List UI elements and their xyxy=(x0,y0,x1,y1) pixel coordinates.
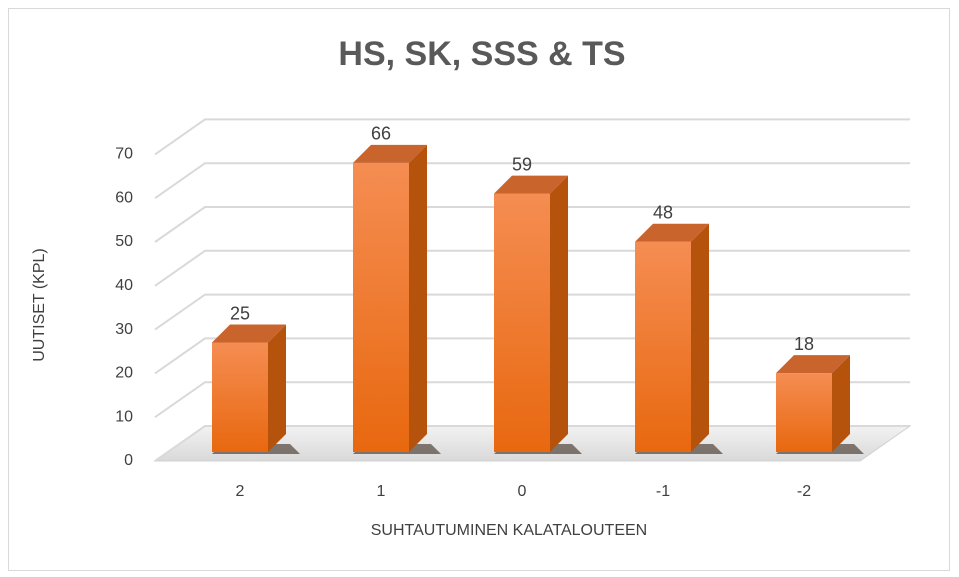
data-label: 25 xyxy=(230,303,250,323)
bar-top xyxy=(776,355,850,374)
y-tick-label: 40 xyxy=(115,277,133,294)
x-tick-label: 1 xyxy=(377,483,386,500)
bar-top xyxy=(353,144,427,163)
data-label: 59 xyxy=(512,154,532,174)
y-tick-label: 30 xyxy=(115,321,133,338)
chart-border xyxy=(8,8,950,571)
x-tick-label: -1 xyxy=(656,483,670,500)
data-label: 66 xyxy=(371,124,391,144)
grid-line xyxy=(154,206,910,243)
y-tick-label: 70 xyxy=(115,146,133,163)
y-tick-label: 0 xyxy=(124,452,133,469)
x-axis-label: SUHTAUTUMINEN KALATALOUTEEN xyxy=(371,522,647,539)
bar-front xyxy=(776,373,832,452)
bar-side xyxy=(550,175,568,452)
x-tick-label: 0 xyxy=(518,483,527,500)
data-label: 18 xyxy=(794,334,814,354)
x-tick-label: 2 xyxy=(236,483,245,500)
y-axis-label: UUTISET (KPL) xyxy=(31,248,48,362)
bar-side xyxy=(268,324,286,452)
bar-side xyxy=(409,144,427,453)
bar-top xyxy=(212,324,286,343)
bar-top xyxy=(494,175,568,194)
y-tick-label: 20 xyxy=(115,365,133,382)
grid-line xyxy=(154,162,910,200)
bar-side xyxy=(691,223,709,452)
bar-side xyxy=(832,355,850,452)
bar-front xyxy=(212,342,268,452)
bar-front xyxy=(494,193,550,452)
y-tick-label: 50 xyxy=(115,233,133,250)
y-tick-label: 60 xyxy=(115,189,133,206)
chart-title: HS, SK, SSS & TS xyxy=(338,35,625,73)
y-tick-label: 10 xyxy=(115,408,133,425)
bar-top xyxy=(635,223,709,242)
grid-line xyxy=(154,118,910,156)
bar-front xyxy=(353,162,409,453)
x-tick-label: -2 xyxy=(797,483,811,500)
data-label: 48 xyxy=(653,203,673,223)
bar-front xyxy=(635,241,691,452)
